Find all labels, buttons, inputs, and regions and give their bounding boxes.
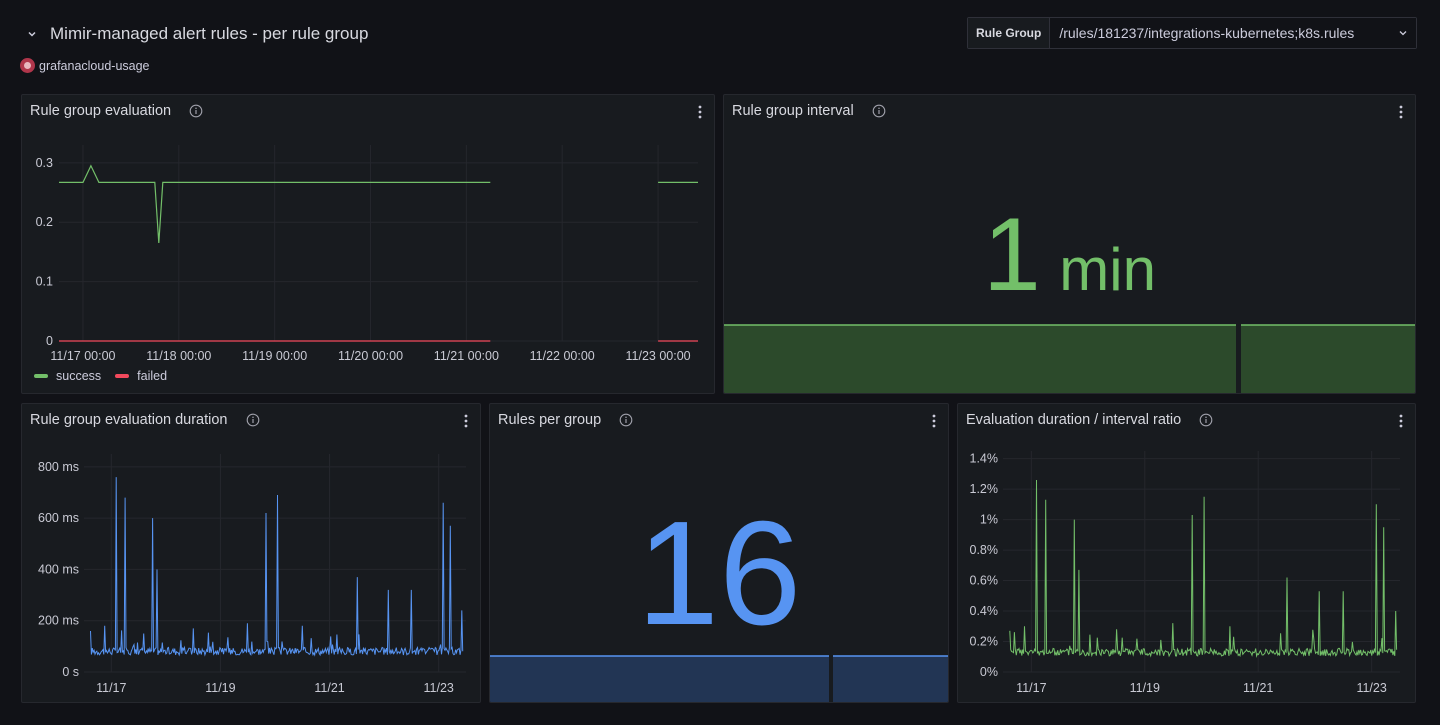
- x-tick-label: 11/19: [1130, 681, 1160, 695]
- row-header[interactable]: Mimir-managed alert rules - per rule gro…: [26, 22, 368, 46]
- panel-title[interactable]: Evaluation duration / interval ratio: [966, 412, 1213, 428]
- chart-evaluation-duration[interactable]: 800 ms 600 ms 400 ms 200 ms 0 s 11/17 11/19 11/…: [22, 404, 481, 703]
- panel-menu-icon[interactable]: [463, 413, 469, 429]
- series-line: [1009, 479, 1398, 658]
- sparkline-area: [724, 324, 1415, 393]
- x-tick-label: 11/17: [96, 681, 126, 695]
- stat-number: 16: [636, 491, 802, 656]
- y-tick-label: 0.2: [36, 215, 53, 229]
- panel-rule-group-interval[interactable]: Rule group interval 1 min: [723, 94, 1416, 394]
- y-tick-label: 0.2%: [970, 635, 999, 649]
- y-tick-label: 1.2%: [970, 482, 999, 496]
- panel-menu-icon[interactable]: [1398, 104, 1404, 120]
- x-tick-label: 11/19: [205, 681, 235, 695]
- y-tick-label: 600 ms: [38, 511, 79, 525]
- datasource-icon: [20, 58, 35, 73]
- datasource-tag: grafanacloud-usage: [20, 58, 150, 73]
- y-tick-label: 1%: [980, 513, 998, 527]
- datasource-name: grafanacloud-usage: [39, 58, 150, 73]
- y-tick-label: 0%: [980, 665, 998, 679]
- panel-menu-icon[interactable]: [697, 104, 703, 120]
- panel-title-text: Evaluation duration / interval ratio: [966, 412, 1182, 428]
- y-tick-label: 0.3: [36, 156, 53, 170]
- panel-duration-interval-ratio[interactable]: Evaluation duration / interval ratio 1.4…: [957, 403, 1416, 703]
- y-tick-label: 1.4%: [970, 452, 999, 466]
- x-tick-label: 11/21 00:00: [434, 349, 499, 363]
- legend-label-failed: failed: [137, 369, 168, 383]
- panel-title-text: Rule group evaluation: [30, 103, 172, 119]
- panel-title-text: Rule group evaluation duration: [30, 412, 228, 428]
- info-icon[interactable]: [872, 104, 886, 118]
- stat-unit: min: [1059, 236, 1156, 303]
- panel-title-text: Rules per group: [498, 412, 602, 428]
- legend-item-success[interactable]: success: [34, 369, 101, 383]
- x-tick-label: 11/18 00:00: [146, 349, 211, 363]
- panel-title[interactable]: Rule group interval: [732, 103, 886, 119]
- stat-value: 16: [490, 500, 948, 648]
- variable-value: /rules/181237/integrations-kubernetes;k8…: [1059, 25, 1355, 41]
- legend-swatch-success: [34, 374, 48, 378]
- chevron-down-icon: [1399, 31, 1407, 36]
- panel-title[interactable]: Rules per group: [498, 412, 633, 428]
- info-icon[interactable]: [189, 104, 203, 118]
- y-tick-label: 200 ms: [38, 614, 79, 628]
- x-tick-label: 11/17 00:00: [50, 349, 115, 363]
- y-tick-label: 0.4%: [970, 604, 999, 618]
- y-tick-label: 400 ms: [38, 562, 79, 576]
- info-icon[interactable]: [619, 413, 633, 427]
- x-tick-label: 11/19 00:00: [242, 349, 307, 363]
- y-tick-label: 0.8%: [970, 543, 999, 557]
- legend-swatch-failed: [115, 374, 130, 378]
- legend-label-success: success: [56, 369, 102, 383]
- series-line-success: [59, 164, 698, 244]
- stat-number: 1: [983, 197, 1041, 313]
- row-title[interactable]: Mimir-managed alert rules - per rule gro…: [50, 24, 369, 43]
- y-tick-label: 0.1: [36, 275, 53, 289]
- panel-rules-per-group[interactable]: Rules per group 16: [489, 403, 949, 703]
- info-icon[interactable]: [246, 413, 260, 427]
- x-tick-label: 11/17: [1016, 681, 1046, 695]
- y-tick-label: 0 s: [62, 665, 79, 679]
- stat-value: 1 min: [724, 203, 1415, 307]
- panel-title[interactable]: Rule group evaluation: [30, 103, 203, 119]
- series-line: [90, 477, 464, 657]
- info-icon[interactable]: [1199, 413, 1213, 427]
- chart-rule-group-evaluation[interactable]: 0.3 0.2 0.1 011/17 00:00 11/18 00:00 11/19 00…: [22, 95, 715, 394]
- y-tick-label: 0: [46, 334, 53, 348]
- y-tick-label: 0.6%: [970, 574, 999, 588]
- variable-select[interactable]: /rules/181237/integrations-kubernetes;k8…: [1050, 18, 1417, 48]
- panel-menu-icon[interactable]: [931, 413, 937, 429]
- x-tick-label: 11/23: [1356, 681, 1386, 695]
- variable-label: Rule Group: [968, 18, 1051, 48]
- panel-title[interactable]: Rule group evaluation duration: [30, 412, 260, 428]
- panel-evaluation-duration[interactable]: Rule group evaluation duration 800 ms 600…: [21, 403, 481, 703]
- chart-duration-interval-ratio[interactable]: 1.4% 1.2% 1% 0.8% 0.6% 0.4% 0.2% 0% 11/17 11/19 11…: [958, 404, 1416, 703]
- legend-item-failed[interactable]: failed: [115, 369, 167, 383]
- x-tick-label: 11/23 00:00: [626, 349, 691, 363]
- x-tick-label: 11/21: [314, 681, 344, 695]
- legend: success failed: [34, 369, 167, 383]
- x-tick-label: 11/23: [424, 681, 454, 695]
- panel-rule-group-evaluation[interactable]: Rule group evaluation 0.3 0.2 0.1 0 11/17 00…: [21, 94, 715, 394]
- rule-group-variable[interactable]: Rule Group /rules/181237/integrations-ku…: [967, 17, 1418, 49]
- y-tick-label: 800 ms: [38, 460, 79, 474]
- panel-menu-icon[interactable]: [1398, 413, 1404, 429]
- sparkline-area: [490, 655, 948, 702]
- panel-title-text: Rule group interval: [732, 103, 854, 119]
- x-tick-label: 11/21: [1243, 681, 1273, 695]
- x-tick-label: 11/22 00:00: [530, 349, 595, 363]
- chevron-down-icon[interactable]: [26, 28, 38, 40]
- x-tick-label: 11/20 00:00: [338, 349, 403, 363]
